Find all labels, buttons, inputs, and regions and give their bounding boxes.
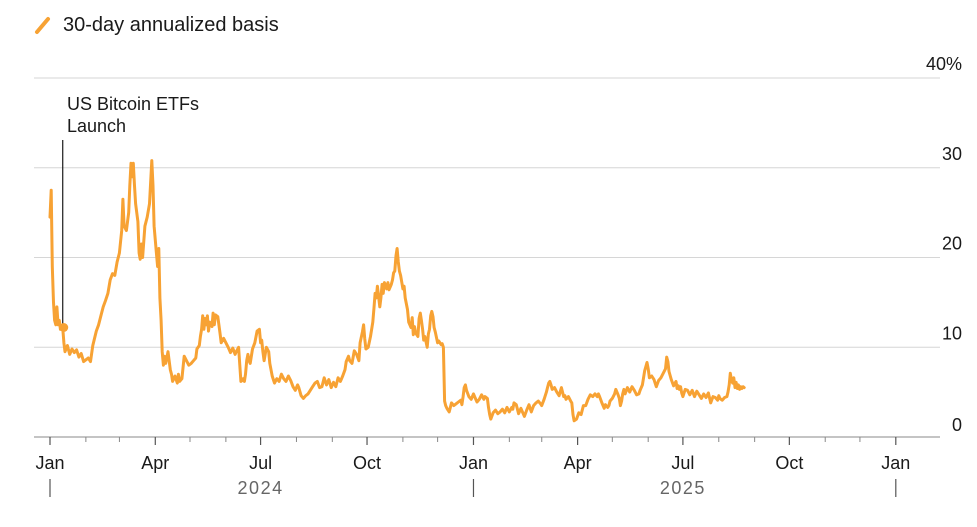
x-tick-label-jul: Jul	[249, 453, 272, 473]
x-tick-label-apr: Apr	[141, 453, 169, 473]
annotation-text-line-1: US Bitcoin ETFs	[67, 94, 199, 114]
legend: 30-day annualized basis	[35, 14, 279, 36]
y-tick-label-30: 30	[942, 144, 962, 164]
year-label-2024: 2024	[238, 478, 284, 498]
y-tick-label-20: 20	[942, 234, 962, 254]
annotation-text-line-2: Launch	[67, 116, 126, 136]
x-axis: Jan Apr Jul Oct Jan Apr Jul Oct Jan 2024 2025	[34, 436, 940, 498]
legend-label: 30-day annualized basis	[63, 14, 279, 36]
series-line-basis	[48, 159, 746, 423]
x-tick-label-jan: Jan	[881, 453, 910, 473]
series-layer	[48, 159, 746, 423]
x-tick-label-jan: Jan	[35, 453, 64, 473]
x-tick-label-jul: Jul	[671, 453, 694, 473]
x-tick-label-oct: Oct	[353, 453, 381, 473]
legend-swatch-icon	[35, 17, 50, 34]
x-tick-label-jan: Jan	[459, 453, 488, 473]
year-label-2025: 2025	[660, 478, 706, 498]
gridlines	[34, 77, 940, 348]
y-tick-label-40: 40%	[926, 54, 962, 74]
y-tick-label-0: 0	[952, 415, 962, 435]
y-tick-label-10: 10	[942, 323, 962, 343]
x-tick-label-apr: Apr	[564, 453, 592, 473]
x-tick-label-oct: Oct	[775, 453, 803, 473]
y-axis-ticks: 40% 30 20 10 0	[926, 54, 962, 435]
